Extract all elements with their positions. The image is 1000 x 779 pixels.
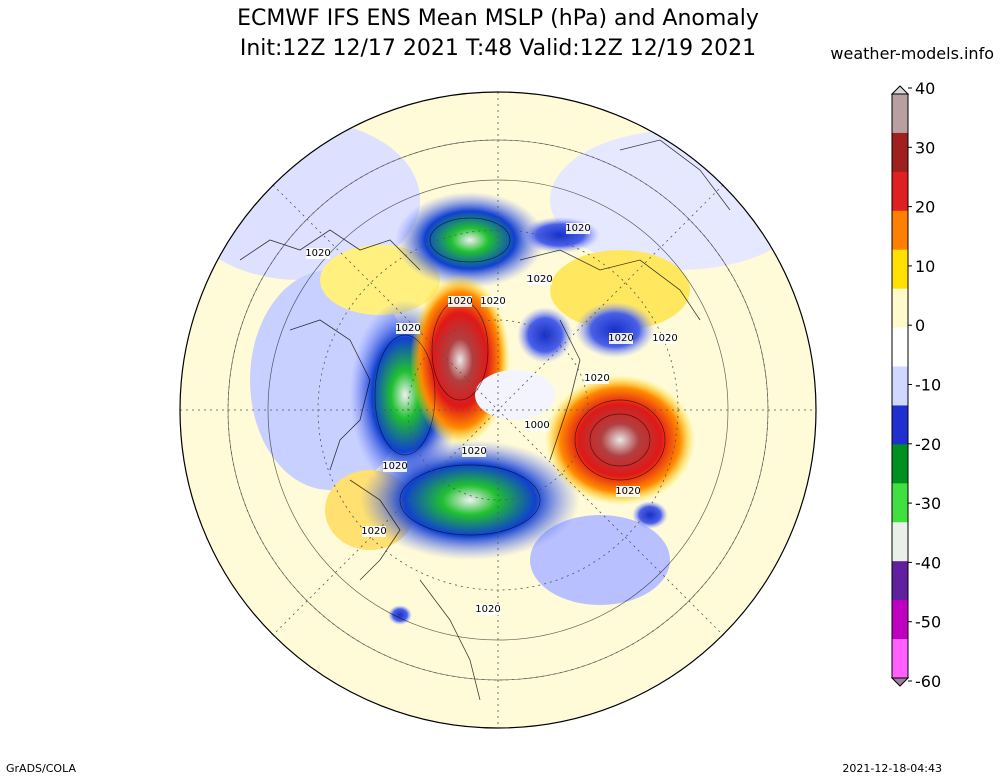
render-timestamp: 2021-12-18-04:43 xyxy=(842,762,942,775)
contour-label-bg xyxy=(306,248,330,259)
colorbar-swatch xyxy=(892,288,908,329)
contour-label-bg xyxy=(462,446,486,457)
contour-label-bg xyxy=(448,296,472,307)
contour-label-bg xyxy=(653,333,677,344)
contour-label-bg xyxy=(481,296,505,307)
contour-label-bg xyxy=(616,486,640,497)
colorbar-swatch xyxy=(892,171,908,212)
colorbar-max-arrow xyxy=(890,85,910,95)
contour-label-bg xyxy=(362,526,386,537)
colorbar-swatch xyxy=(892,210,908,251)
contour-label: 1020 xyxy=(615,486,640,497)
colorbar-swatch xyxy=(892,327,908,368)
colorbar-swatch xyxy=(892,600,908,640)
contour-label: 1020 xyxy=(584,373,609,384)
credit-text: weather-models.info xyxy=(830,44,994,63)
colorbar-swatch xyxy=(892,405,908,445)
colorbar-swatch xyxy=(892,249,908,290)
software-credit: GrADS/COLA xyxy=(6,762,76,775)
colorbar-label: -10 xyxy=(915,376,941,395)
contour-label: 1000 xyxy=(524,420,549,431)
contour-label: 1020 xyxy=(480,296,505,307)
colorbar-label: -20 xyxy=(915,435,941,454)
colorbar-label: 40 xyxy=(915,79,935,98)
colorbar-swatch xyxy=(892,94,908,134)
colorbar-swatch xyxy=(892,483,908,523)
colorbar-frame xyxy=(891,93,909,679)
colorbar-label: 20 xyxy=(915,198,935,217)
colorbar-label: -60 xyxy=(915,672,941,691)
contour-label-bg xyxy=(585,373,609,384)
contour-label: 1020 xyxy=(382,461,407,472)
contour-label: 1020 xyxy=(608,333,633,344)
contour-label: 1020 xyxy=(461,446,486,457)
contour-label-bg xyxy=(476,604,500,615)
contour-label-bg xyxy=(383,461,407,472)
colorbar-swatch xyxy=(892,444,908,484)
contour-label: 1020 xyxy=(361,526,386,537)
map-border xyxy=(179,91,817,729)
colorbar-label: -50 xyxy=(915,613,941,632)
colorbar-label: 0 xyxy=(915,316,925,335)
colorbar-label: -30 xyxy=(915,494,941,513)
contour-label-bg xyxy=(566,223,590,234)
chart-title: ECMWF IFS ENS Mean MSLP (hPa) and Anomal… xyxy=(237,6,759,31)
colorbar-swatch xyxy=(892,132,908,173)
colorbar-swatch xyxy=(892,639,908,679)
colorbar-swatch xyxy=(892,366,908,406)
colorbar-swatch xyxy=(892,522,908,562)
contour-label: 1020 xyxy=(652,333,677,344)
colorbar-min-arrow xyxy=(890,677,910,687)
contour-label: 1020 xyxy=(395,323,420,334)
contour-label-bg xyxy=(528,274,552,285)
contour-label: 1020 xyxy=(527,274,552,285)
contour-label: 1020 xyxy=(475,604,500,615)
colorbar-label: 30 xyxy=(915,138,935,157)
contour-label-bg xyxy=(396,323,420,334)
contour-label: 1020 xyxy=(305,248,330,259)
contour-label-bg xyxy=(525,420,549,431)
contour-label-bg xyxy=(609,333,633,344)
contour-label: 1020 xyxy=(447,296,472,307)
colorbar-label: -40 xyxy=(915,553,941,572)
contour-labels: 1020 1020 1020 1020 1020 1020 1020 1020 1020 1020… xyxy=(305,223,678,615)
contour-label: 1020 xyxy=(565,223,590,234)
colorbar-label: 10 xyxy=(915,257,935,276)
colorbar-swatch xyxy=(892,561,908,601)
chart-subtitle: Init:12Z 12/17 2021 T:48 Valid:12Z 12/19… xyxy=(239,36,757,61)
